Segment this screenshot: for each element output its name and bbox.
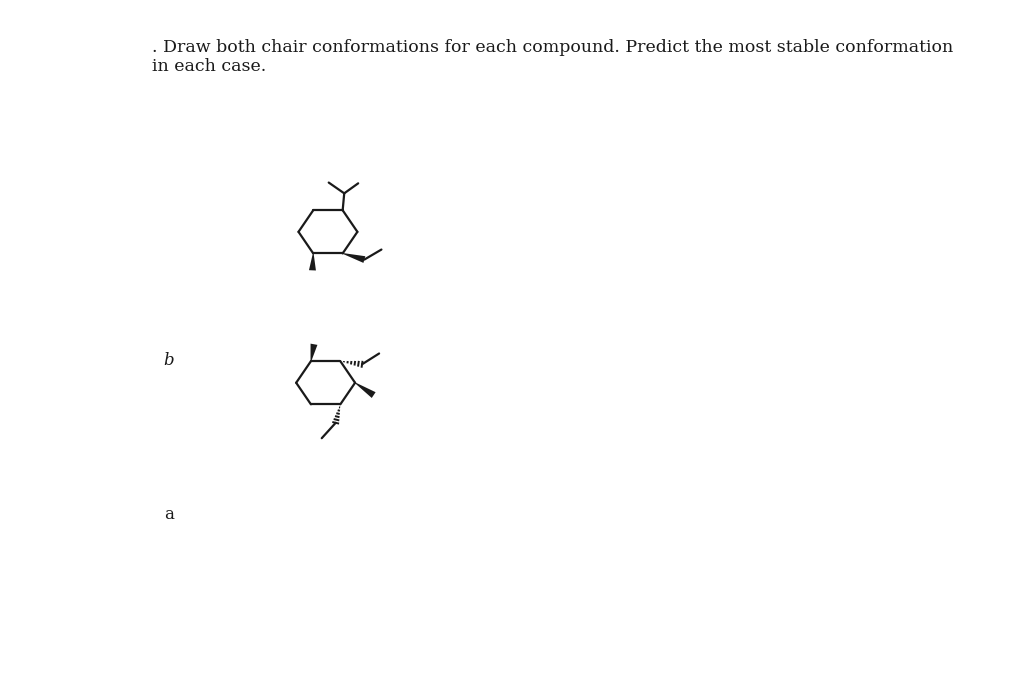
Text: a: a	[164, 506, 174, 523]
Text: . Draw both chair conformations for each compound. Predict the most stable confo: . Draw both chair conformations for each…	[152, 38, 952, 75]
Polygon shape	[343, 253, 366, 263]
Polygon shape	[355, 382, 376, 398]
Polygon shape	[309, 253, 316, 270]
Polygon shape	[310, 344, 317, 361]
Text: b: b	[164, 352, 174, 369]
